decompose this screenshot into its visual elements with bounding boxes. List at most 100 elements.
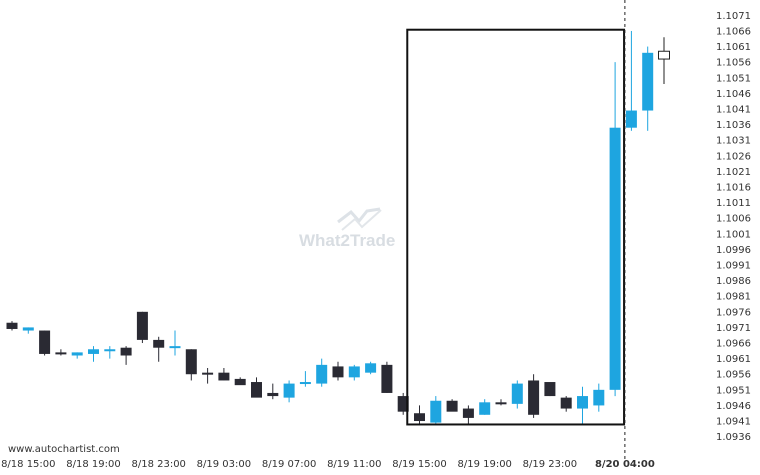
candle [495, 399, 507, 406]
candle [136, 311, 148, 344]
y-tick-label: 1.0976 [716, 307, 751, 318]
candle-body [55, 352, 67, 355]
candle [316, 358, 328, 387]
candle-body [6, 322, 18, 329]
candle [234, 377, 246, 386]
candle-body [104, 349, 116, 352]
candle [511, 380, 523, 409]
candle-body [642, 52, 654, 111]
candle [609, 62, 621, 397]
y-tick-label: 1.1071 [716, 11, 751, 22]
candle-body [544, 382, 556, 397]
x-axis: 8/18 15:00 8/18 19:00 8/18 23:00 8/19 03:00… [1, 459, 655, 470]
candle [104, 346, 116, 359]
y-tick-label: 1.0961 [716, 354, 751, 365]
x-tick-label: 8/20 04:00 [595, 459, 655, 470]
candle-body [136, 311, 148, 340]
highlight-box [406, 28, 626, 426]
y-tick-label: 1.1021 [716, 167, 751, 178]
candle [88, 346, 99, 362]
candle-body [593, 389, 605, 406]
what2trade-watermark: What2Trade [299, 207, 395, 250]
candle [430, 396, 442, 425]
candle [6, 321, 18, 331]
candle [267, 383, 279, 400]
candles-layer [6, 30, 670, 425]
y-tick-label: 1.1041 [716, 104, 751, 115]
candle-body [625, 110, 637, 128]
candle [202, 367, 214, 384]
candle-body [560, 397, 572, 409]
candle-body [120, 347, 132, 356]
candle [642, 46, 654, 131]
candle [39, 330, 51, 356]
y-tick-label: 1.0951 [716, 385, 751, 396]
candle-body [169, 346, 181, 349]
candle [185, 349, 197, 381]
x-tick-label: 8/18 15:00 [1, 459, 55, 470]
candle-body [88, 349, 99, 354]
watermark-arrow-icon [341, 209, 382, 231]
candle-body [202, 372, 214, 375]
source-credit: www.autochartist.com [8, 444, 120, 455]
candle [625, 30, 637, 131]
candle [348, 364, 360, 381]
y-tick-label: 1.0966 [716, 339, 751, 350]
y-tick-label: 1.1051 [716, 73, 751, 84]
y-tick-label: 1.0941 [716, 417, 751, 428]
y-tick-label: 1.1001 [716, 229, 751, 240]
y-tick-label: 1.0971 [716, 323, 751, 334]
y-tick-label: 1.0986 [716, 276, 751, 287]
candle-body [446, 400, 458, 412]
candle-body [658, 50, 670, 60]
candle-body [365, 363, 377, 373]
candle [397, 392, 409, 415]
y-tick-label: 1.1026 [716, 151, 751, 162]
y-tick-label: 1.1061 [716, 42, 751, 53]
x-tick-label: 8/19 07:00 [262, 459, 316, 470]
y-tick-label: 1.1046 [716, 89, 751, 100]
candle-body [495, 402, 507, 405]
candle [658, 37, 670, 85]
y-tick-label: 1.0956 [716, 370, 751, 381]
candle-body [414, 413, 425, 422]
candle [593, 383, 605, 412]
y-tick-label: 1.0936 [716, 432, 751, 443]
y-tick-label: 1.0946 [716, 401, 751, 412]
candle-body [348, 366, 360, 378]
candle-body [511, 383, 523, 404]
y-tick-label: 1.1056 [716, 58, 751, 69]
candle-body [283, 383, 295, 398]
y-tick-label: 1.1066 [716, 26, 751, 37]
candle-body [22, 327, 34, 331]
x-tick-label: 8/19 15:00 [392, 459, 446, 470]
candle [414, 405, 425, 425]
candle-body [479, 402, 491, 415]
candle [22, 327, 34, 334]
candle-body [332, 366, 344, 378]
y-tick-label: 1.0981 [716, 292, 751, 303]
x-tick-label: 8/19 19:00 [457, 459, 511, 470]
candle-body [609, 127, 621, 390]
candle-body [71, 352, 83, 356]
candle-body [316, 364, 328, 384]
candle-body [528, 380, 540, 415]
watermark-check-icon [337, 207, 381, 224]
candle [365, 361, 377, 375]
candle-body [381, 364, 393, 393]
candle [120, 346, 132, 365]
watermark-text: What2Trade [299, 231, 395, 250]
candle-body [234, 378, 246, 386]
candle-body [299, 382, 311, 385]
x-tick-label: 8/18 19:00 [66, 459, 120, 470]
candle [560, 396, 572, 412]
candle [169, 330, 181, 356]
candle [577, 386, 588, 425]
candle [71, 352, 83, 359]
x-tick-label: 8/19 23:00 [523, 459, 577, 470]
candle-body [251, 382, 262, 398]
candle-body [577, 396, 588, 409]
candle [251, 377, 262, 398]
candle-body [185, 349, 197, 375]
